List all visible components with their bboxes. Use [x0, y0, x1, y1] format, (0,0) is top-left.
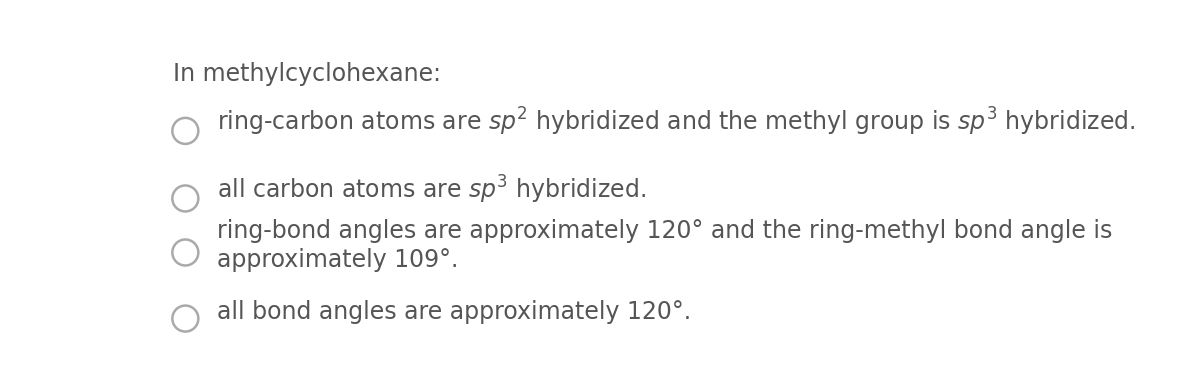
Text: approximately 109°.: approximately 109°. — [217, 248, 458, 272]
Text: all carbon atoms are $\mathit{sp}^{\mathregular{3}}$ hybridized.: all carbon atoms are $\mathit{sp}^{\math… — [217, 174, 647, 206]
Text: all bond angles are approximately 120°.: all bond angles are approximately 120°. — [217, 300, 691, 324]
Text: ring-carbon atoms are $\mathit{sp}^{\mathregular{2}}$ hybridized and the methyl : ring-carbon atoms are $\mathit{sp}^{\mat… — [217, 106, 1135, 138]
Text: In methylcyclohexane:: In methylcyclohexane: — [173, 62, 442, 86]
Text: ring-bond angles are approximately 120° and the ring-methyl bond angle is: ring-bond angles are approximately 120° … — [217, 219, 1112, 243]
